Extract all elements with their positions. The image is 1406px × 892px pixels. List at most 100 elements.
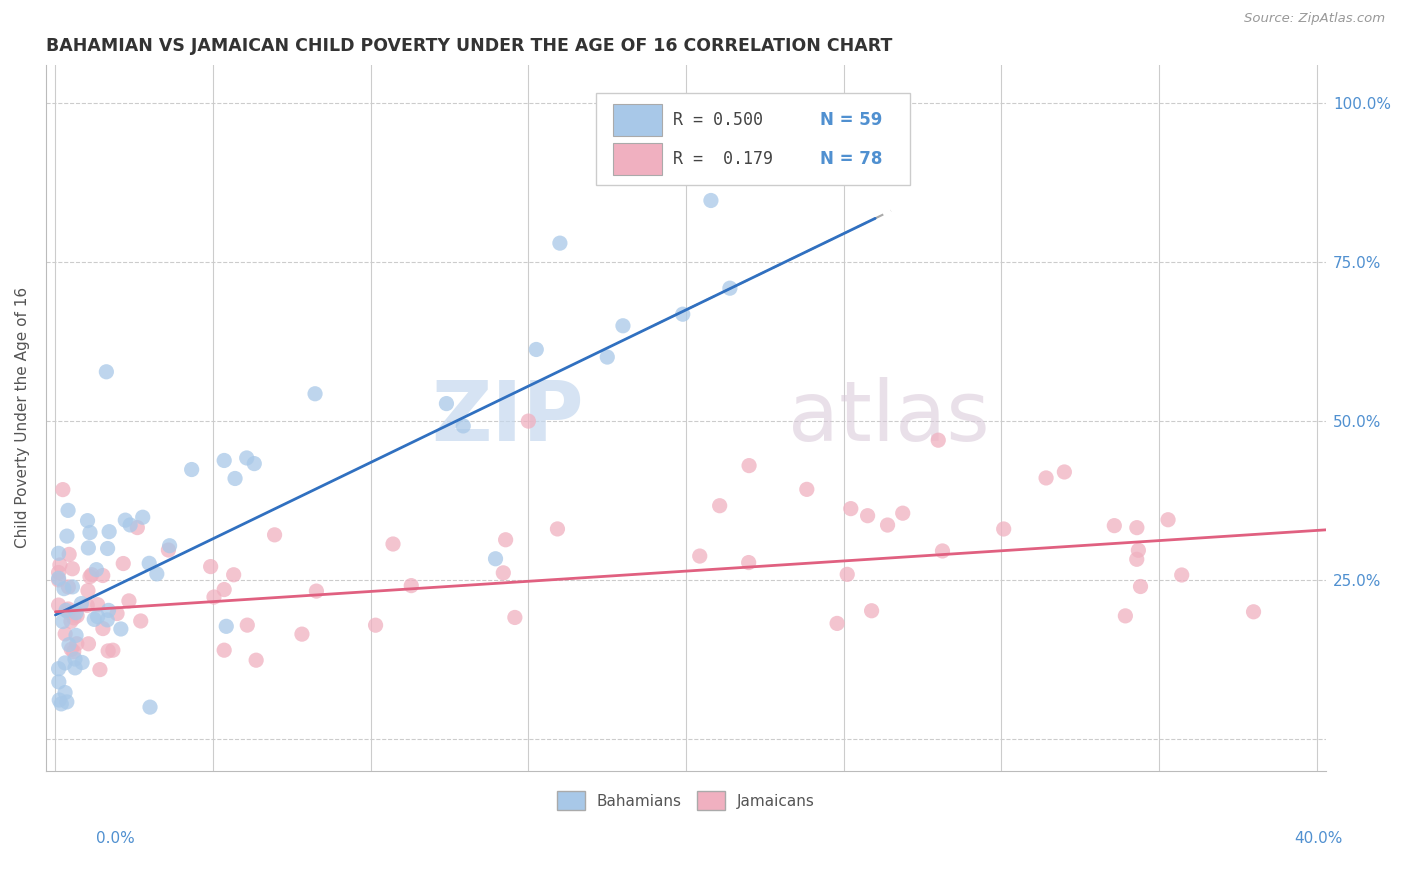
Point xyxy=(401,579,423,593)
Point xyxy=(97,644,120,658)
Point xyxy=(484,551,506,566)
Point xyxy=(202,590,225,604)
Point xyxy=(79,569,101,583)
Point xyxy=(1157,513,1180,527)
Point xyxy=(112,557,135,571)
Point xyxy=(77,637,100,651)
Point xyxy=(60,562,83,576)
Point xyxy=(48,573,70,587)
Point xyxy=(83,612,105,626)
Point xyxy=(79,525,101,540)
Point xyxy=(120,518,142,533)
Point xyxy=(127,520,149,534)
Point xyxy=(200,559,222,574)
Point xyxy=(86,563,108,577)
Point xyxy=(52,483,75,497)
Point xyxy=(118,594,141,608)
Point xyxy=(139,700,162,714)
Text: R =  0.179: R = 0.179 xyxy=(673,150,773,168)
Text: R = 0.500: R = 0.500 xyxy=(673,111,763,128)
Point xyxy=(1035,471,1057,485)
Legend: Bahamians, Jamaicans: Bahamians, Jamaicans xyxy=(551,785,821,816)
Point xyxy=(1114,608,1136,623)
Point xyxy=(263,528,285,542)
Point xyxy=(101,643,124,657)
Point xyxy=(517,414,540,428)
Point xyxy=(212,582,235,597)
Point xyxy=(876,518,898,533)
Point xyxy=(495,533,517,547)
Point xyxy=(927,433,949,447)
Point xyxy=(89,663,111,677)
FancyBboxPatch shape xyxy=(613,143,662,175)
Point xyxy=(215,619,238,633)
Point xyxy=(364,618,387,632)
Point xyxy=(91,568,114,582)
Point xyxy=(86,598,108,612)
Point xyxy=(56,695,79,709)
Point xyxy=(709,499,731,513)
Point xyxy=(48,546,70,560)
Point xyxy=(700,194,723,208)
Point xyxy=(1170,568,1192,582)
Point xyxy=(53,656,76,670)
Point xyxy=(689,549,711,563)
Point xyxy=(53,627,76,641)
Text: N = 78: N = 78 xyxy=(821,150,883,168)
Text: 40.0%: 40.0% xyxy=(1295,831,1343,846)
Point xyxy=(63,611,86,625)
Point xyxy=(245,653,267,667)
Point xyxy=(97,603,120,617)
Point xyxy=(548,236,571,251)
Point xyxy=(56,529,79,543)
Point xyxy=(48,598,70,612)
Point xyxy=(114,513,136,527)
Point xyxy=(672,307,695,321)
Point xyxy=(138,557,160,571)
Point xyxy=(931,544,953,558)
Y-axis label: Child Poverty Under the Age of 16: Child Poverty Under the Age of 16 xyxy=(15,287,30,549)
Point xyxy=(993,522,1015,536)
Point xyxy=(856,508,879,523)
Point xyxy=(224,471,246,485)
Point xyxy=(58,580,80,594)
Point xyxy=(159,539,181,553)
Point xyxy=(718,281,741,295)
FancyBboxPatch shape xyxy=(613,104,662,136)
Point xyxy=(222,567,245,582)
Point xyxy=(65,628,87,642)
Point xyxy=(1126,552,1149,566)
Point xyxy=(96,613,118,627)
Point xyxy=(1243,605,1265,619)
Point xyxy=(157,543,180,558)
Point xyxy=(180,462,202,476)
Point xyxy=(62,580,84,594)
Point xyxy=(596,350,619,364)
Point xyxy=(53,685,76,699)
Point xyxy=(492,566,515,580)
Point xyxy=(66,637,89,651)
Text: N = 59: N = 59 xyxy=(821,111,883,128)
Point xyxy=(70,656,93,670)
Point xyxy=(612,318,634,333)
Point xyxy=(235,450,257,465)
Point xyxy=(65,606,87,620)
Point xyxy=(243,457,266,471)
Point xyxy=(55,603,77,617)
Point xyxy=(70,597,93,611)
Point xyxy=(796,483,818,497)
Point xyxy=(63,652,86,666)
Point xyxy=(146,566,169,581)
Point xyxy=(51,697,73,711)
Point xyxy=(1128,543,1150,558)
Point xyxy=(839,501,862,516)
Point xyxy=(291,627,314,641)
Point xyxy=(60,642,83,657)
Text: ZIP: ZIP xyxy=(432,377,583,458)
Point xyxy=(1126,521,1149,535)
Point xyxy=(86,609,108,624)
Point xyxy=(48,662,70,676)
Point xyxy=(236,618,259,632)
Point xyxy=(48,571,70,585)
Point xyxy=(832,115,855,129)
